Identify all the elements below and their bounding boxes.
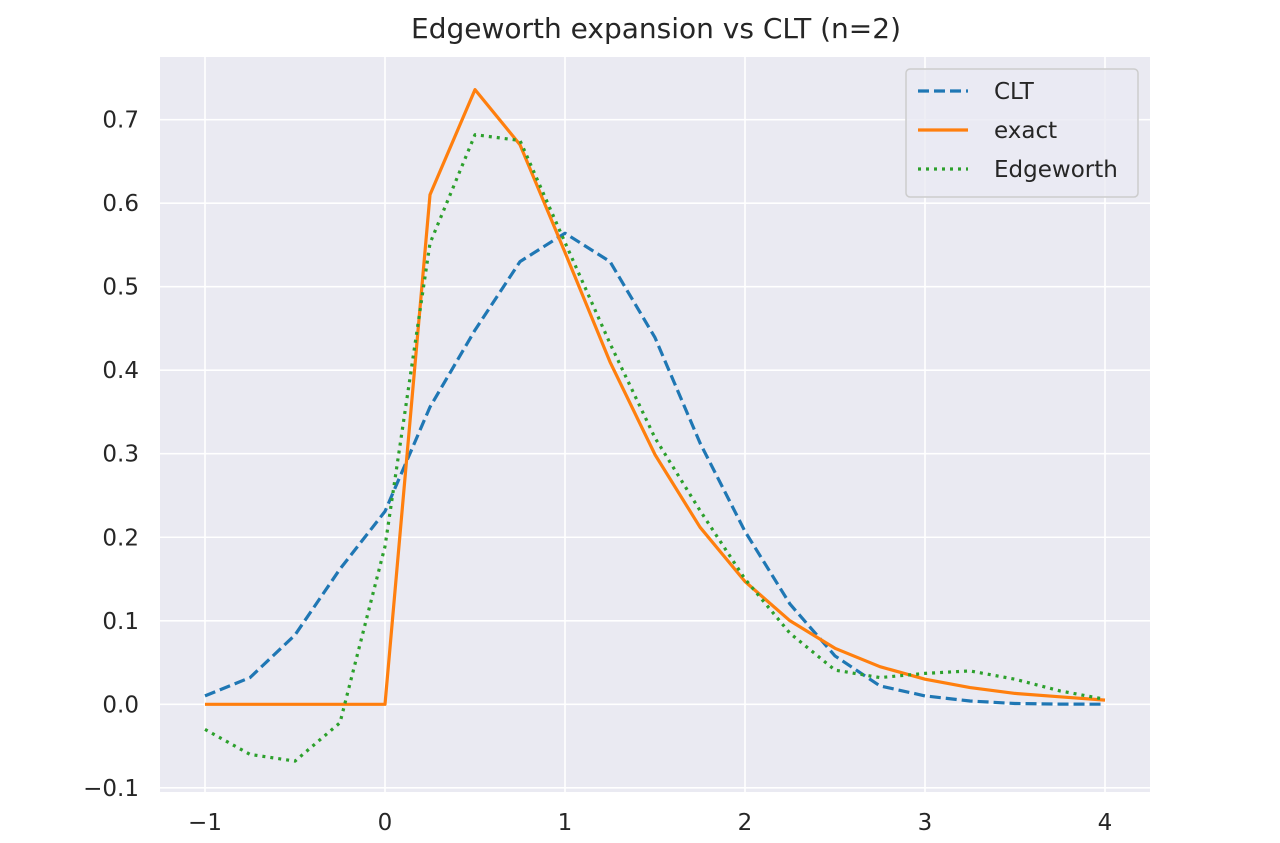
series-line-edgeworth: [204, 133, 1106, 763]
series-lines: [204, 88, 1106, 763]
tick-labels: −1 0 1 2 3 4 −0.1 0.0 0.1 0.2 0.3 0.4 0.5 0.6 0.7: [83, 108, 1112, 836]
y-tick-label: 0.1: [102, 609, 139, 635]
x-tick-label: 4: [1098, 810, 1113, 836]
x-tick-label: 2: [738, 810, 753, 836]
y-tick-label: −0.1: [83, 776, 139, 802]
legend-label-edgeworth: Edgeworth: [994, 157, 1118, 183]
y-tick-label: 0.6: [102, 191, 139, 217]
series-line-clt: [204, 231, 1106, 706]
legend: CLT exact Edgeworth: [905, 68, 1139, 198]
y-tick-label: 0.2: [102, 525, 139, 551]
legend-label-clt: CLT: [994, 79, 1035, 105]
x-tick-label: 3: [918, 810, 933, 836]
y-tick-label: 0.0: [102, 692, 139, 718]
chart-title: Edgeworth expansion vs CLT (n=2): [411, 12, 901, 45]
series-line-exact: [205, 88, 1106, 706]
y-tick-label: 0.4: [102, 358, 139, 384]
legend-box: [905, 68, 1139, 198]
y-tick-label: 0.5: [102, 275, 139, 301]
y-tick-label: 0.7: [102, 108, 139, 134]
x-tick-label: 1: [558, 810, 573, 836]
y-tick-label: 0.3: [102, 442, 139, 468]
legend-label-exact: exact: [994, 118, 1057, 144]
x-tick-label: −1: [188, 810, 222, 836]
x-tick-label: 0: [378, 810, 393, 836]
